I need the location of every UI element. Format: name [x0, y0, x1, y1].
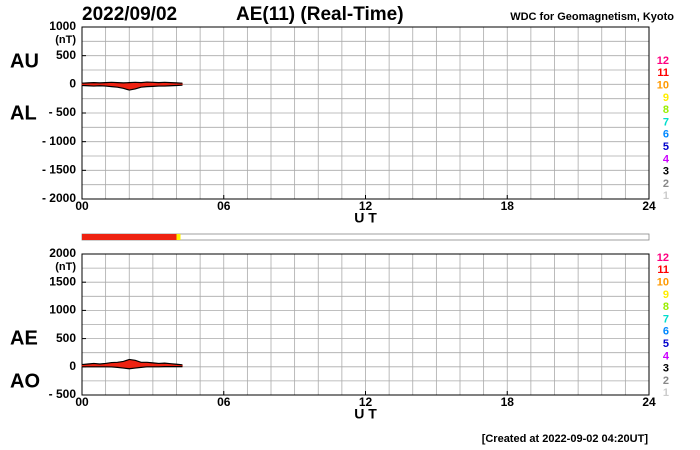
- month-legend-label: 10: [657, 80, 669, 92]
- x-tick-label: 24: [642, 199, 656, 213]
- x-tick-label: 18: [501, 199, 515, 213]
- y-unit: (nT): [55, 34, 76, 46]
- status-segment: [176, 234, 181, 240]
- y-tick-label: - 1000: [42, 134, 76, 148]
- y-tick-label: 500: [56, 48, 76, 62]
- x-tick-label: 24: [642, 395, 656, 409]
- y-tick-label: - 2000: [42, 191, 76, 205]
- x-tick-label: 12: [359, 395, 373, 409]
- series-name: AU: [10, 50, 39, 72]
- month-legend-label: 4: [663, 153, 670, 165]
- month-legend-label: 9: [663, 289, 669, 301]
- series-name: AE: [10, 327, 38, 349]
- month-legend-label: 7: [663, 313, 669, 325]
- month-legend-label: 5: [663, 141, 669, 153]
- footer: [Created at 2022-09-02 04:20UT]: [482, 433, 649, 445]
- y-tick-label: 0: [69, 77, 76, 91]
- month-legend-label: 11: [657, 67, 669, 79]
- series-name: AL: [10, 102, 37, 124]
- month-legend-label: 7: [663, 116, 669, 128]
- x-tick-label: 00: [75, 199, 89, 213]
- y-tick-label: 1000: [49, 303, 76, 317]
- y-tick-label: - 500: [49, 387, 77, 401]
- month-legend-label: 10: [657, 277, 669, 289]
- x-tick-label: 06: [217, 199, 231, 213]
- status-segment: [82, 234, 177, 240]
- title: AE(11) (Real-Time): [236, 4, 404, 25]
- month-legend-label: 6: [663, 326, 669, 338]
- series-line: [81, 81, 183, 84]
- x-tick-label: 00: [75, 395, 89, 409]
- x-tick-label: 12: [359, 199, 373, 213]
- date: 2022/09/02: [82, 4, 177, 25]
- month-legend-label: 1: [663, 387, 669, 399]
- series-line: [82, 366, 183, 370]
- band-fill: [140, 362, 148, 368]
- month-legend-label: 11: [657, 264, 669, 276]
- month-legend-label: 2: [663, 375, 669, 387]
- y-tick-label: - 1500: [42, 163, 76, 177]
- month-legend-label: 6: [663, 129, 669, 141]
- month-legend-label: 5: [663, 338, 669, 350]
- x-tick-label: 18: [501, 395, 515, 409]
- y-tick-label: 1500: [49, 274, 76, 288]
- y-tick-label: 2000: [49, 246, 76, 260]
- month-legend-label: 12: [657, 55, 669, 67]
- month-legend-label: 8: [663, 301, 669, 313]
- y-unit: (nT): [55, 261, 76, 273]
- month-legend-label: 2: [663, 178, 669, 190]
- month-legend-label: 8: [663, 104, 669, 116]
- y-tick-label: - 500: [49, 105, 77, 119]
- x-axis-label: U T: [354, 406, 377, 422]
- y-tick-label: 1000: [49, 19, 76, 33]
- series-line: [81, 84, 183, 91]
- y-tick-label: 500: [56, 331, 76, 345]
- series-line: [81, 358, 183, 366]
- month-legend-label: 12: [657, 252, 669, 264]
- month-legend-label: 3: [663, 363, 669, 375]
- month-legend-label: 9: [663, 92, 669, 104]
- month-legend-label: 4: [663, 350, 670, 362]
- y-tick-label: 0: [69, 359, 76, 373]
- source: WDC for Geomagnetism, Kyoto: [510, 11, 674, 23]
- series-name: AO: [10, 370, 40, 392]
- month-legend-label: 1: [663, 190, 669, 202]
- x-tick-label: 06: [217, 395, 231, 409]
- month-legend-label: 3: [663, 166, 669, 178]
- x-axis-label: U T: [354, 210, 377, 226]
